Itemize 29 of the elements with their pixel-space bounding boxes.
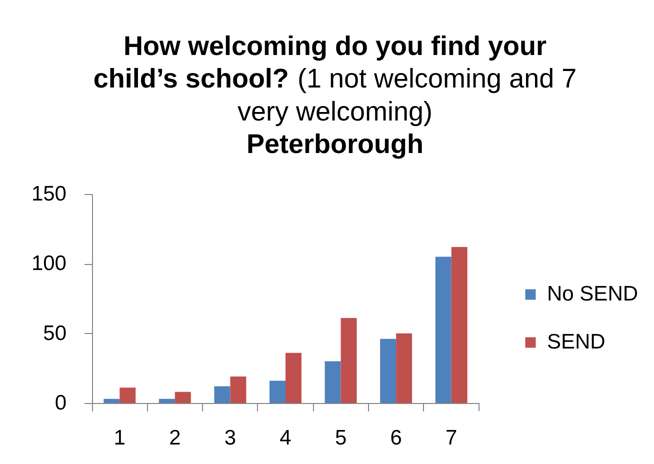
bar: [104, 398, 120, 403]
bar: [324, 361, 341, 403]
bar: [451, 246, 468, 403]
bar: [396, 333, 412, 403]
x-tick-label: 2: [169, 426, 181, 450]
bar: [270, 380, 286, 403]
legend-label: SEND: [547, 330, 606, 354]
bar: [286, 352, 302, 403]
y-tick-label: 50: [43, 322, 66, 345]
y-tick-label: 150: [31, 182, 66, 206]
bar: [120, 388, 136, 403]
bar: [174, 392, 191, 403]
bar: [158, 398, 175, 403]
bar: [380, 338, 396, 403]
y-tick-label: 100: [31, 252, 66, 276]
x-tick-label: 3: [224, 426, 236, 450]
legend-label: No SEND: [547, 282, 638, 306]
chart-title: How welcoming do you find your child’s school? (1 not welcoming and 7 very welcoming): [93, 31, 577, 126]
bar: [230, 376, 246, 403]
x-tick-label: 5: [334, 426, 347, 450]
x-tick-label: 6: [390, 426, 402, 450]
x-tick-label: 7: [446, 426, 458, 450]
chart-subtitle: Peterborough: [246, 129, 424, 160]
x-tick-label: 4: [280, 426, 292, 450]
bar: [435, 256, 452, 403]
y-tick-label: 0: [54, 392, 66, 414]
x-tick-label: 1: [114, 426, 126, 450]
bar: [340, 318, 357, 403]
bar: [214, 386, 230, 403]
